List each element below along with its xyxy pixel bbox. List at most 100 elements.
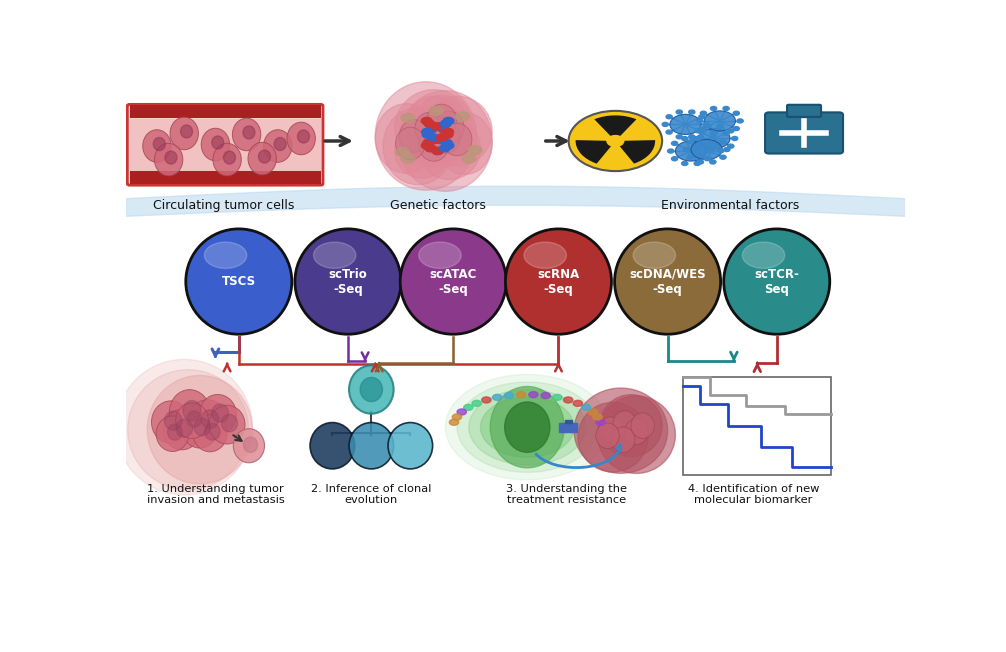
Ellipse shape — [613, 411, 637, 436]
Circle shape — [695, 144, 701, 148]
Circle shape — [670, 114, 701, 134]
Bar — [130, 171, 321, 184]
Circle shape — [694, 137, 700, 141]
FancyBboxPatch shape — [765, 112, 843, 154]
Circle shape — [423, 131, 434, 138]
Ellipse shape — [625, 419, 648, 445]
Circle shape — [464, 404, 473, 410]
Ellipse shape — [742, 242, 785, 269]
Ellipse shape — [147, 376, 253, 484]
Ellipse shape — [360, 378, 382, 402]
Ellipse shape — [422, 96, 492, 166]
Ellipse shape — [259, 150, 271, 163]
Circle shape — [691, 136, 697, 140]
Circle shape — [401, 154, 415, 163]
Circle shape — [710, 160, 716, 164]
Ellipse shape — [490, 387, 564, 468]
Circle shape — [666, 115, 672, 119]
Circle shape — [666, 130, 672, 134]
Circle shape — [683, 147, 689, 151]
Ellipse shape — [723, 229, 830, 334]
Bar — [570, 423, 577, 432]
Circle shape — [676, 135, 682, 139]
Ellipse shape — [143, 130, 171, 162]
Ellipse shape — [349, 365, 393, 413]
Ellipse shape — [406, 96, 461, 151]
Circle shape — [697, 135, 703, 139]
Ellipse shape — [232, 118, 261, 151]
Ellipse shape — [156, 416, 189, 451]
Circle shape — [733, 126, 739, 130]
Circle shape — [671, 156, 678, 160]
Ellipse shape — [153, 138, 165, 151]
Circle shape — [727, 129, 734, 133]
Circle shape — [607, 136, 624, 147]
Circle shape — [443, 142, 454, 149]
Circle shape — [581, 404, 591, 410]
Ellipse shape — [242, 126, 255, 139]
Wedge shape — [575, 140, 616, 164]
Ellipse shape — [431, 121, 460, 153]
Ellipse shape — [574, 388, 668, 473]
Circle shape — [422, 128, 433, 136]
Circle shape — [436, 136, 446, 143]
Circle shape — [437, 134, 448, 141]
Ellipse shape — [633, 242, 676, 269]
Ellipse shape — [188, 400, 227, 441]
Circle shape — [733, 111, 739, 115]
Text: 2. Inference of clonal
evolution: 2. Inference of clonal evolution — [311, 484, 432, 505]
Ellipse shape — [505, 229, 612, 334]
Circle shape — [676, 110, 682, 114]
Circle shape — [529, 392, 538, 398]
Circle shape — [662, 123, 668, 126]
Ellipse shape — [221, 415, 237, 432]
Circle shape — [668, 149, 674, 153]
Text: Environmental factors: Environmental factors — [661, 199, 799, 212]
Ellipse shape — [598, 396, 675, 473]
Bar — [130, 119, 321, 171]
Circle shape — [440, 145, 451, 152]
Ellipse shape — [168, 424, 182, 440]
Ellipse shape — [505, 402, 550, 452]
Circle shape — [423, 140, 434, 146]
Circle shape — [563, 397, 572, 403]
Ellipse shape — [418, 128, 449, 161]
Circle shape — [433, 147, 443, 155]
Circle shape — [395, 147, 409, 156]
Ellipse shape — [399, 120, 429, 152]
Ellipse shape — [155, 143, 183, 176]
Ellipse shape — [388, 422, 433, 469]
Circle shape — [450, 419, 459, 425]
Ellipse shape — [165, 411, 182, 430]
Circle shape — [700, 111, 706, 115]
Circle shape — [457, 382, 598, 472]
Circle shape — [723, 131, 729, 136]
Ellipse shape — [394, 124, 450, 178]
Ellipse shape — [211, 404, 228, 422]
Ellipse shape — [415, 112, 445, 145]
Ellipse shape — [427, 104, 457, 137]
Ellipse shape — [169, 390, 210, 435]
Circle shape — [589, 409, 598, 415]
Ellipse shape — [187, 411, 202, 427]
Ellipse shape — [211, 136, 223, 149]
Circle shape — [427, 126, 438, 132]
Circle shape — [472, 400, 481, 406]
Circle shape — [723, 147, 730, 151]
Circle shape — [468, 145, 482, 155]
Ellipse shape — [612, 427, 635, 452]
Circle shape — [710, 131, 716, 136]
Circle shape — [441, 120, 452, 127]
Circle shape — [425, 145, 436, 152]
Text: Circulating tumor cells: Circulating tumor cells — [153, 199, 294, 212]
Circle shape — [695, 129, 701, 133]
Circle shape — [596, 419, 606, 425]
Circle shape — [675, 141, 706, 161]
Text: Genetic factors: Genetic factors — [389, 199, 486, 212]
Ellipse shape — [165, 151, 177, 164]
Circle shape — [431, 123, 442, 130]
Circle shape — [717, 149, 723, 153]
Circle shape — [727, 144, 734, 148]
Ellipse shape — [418, 117, 481, 179]
Ellipse shape — [349, 422, 393, 469]
